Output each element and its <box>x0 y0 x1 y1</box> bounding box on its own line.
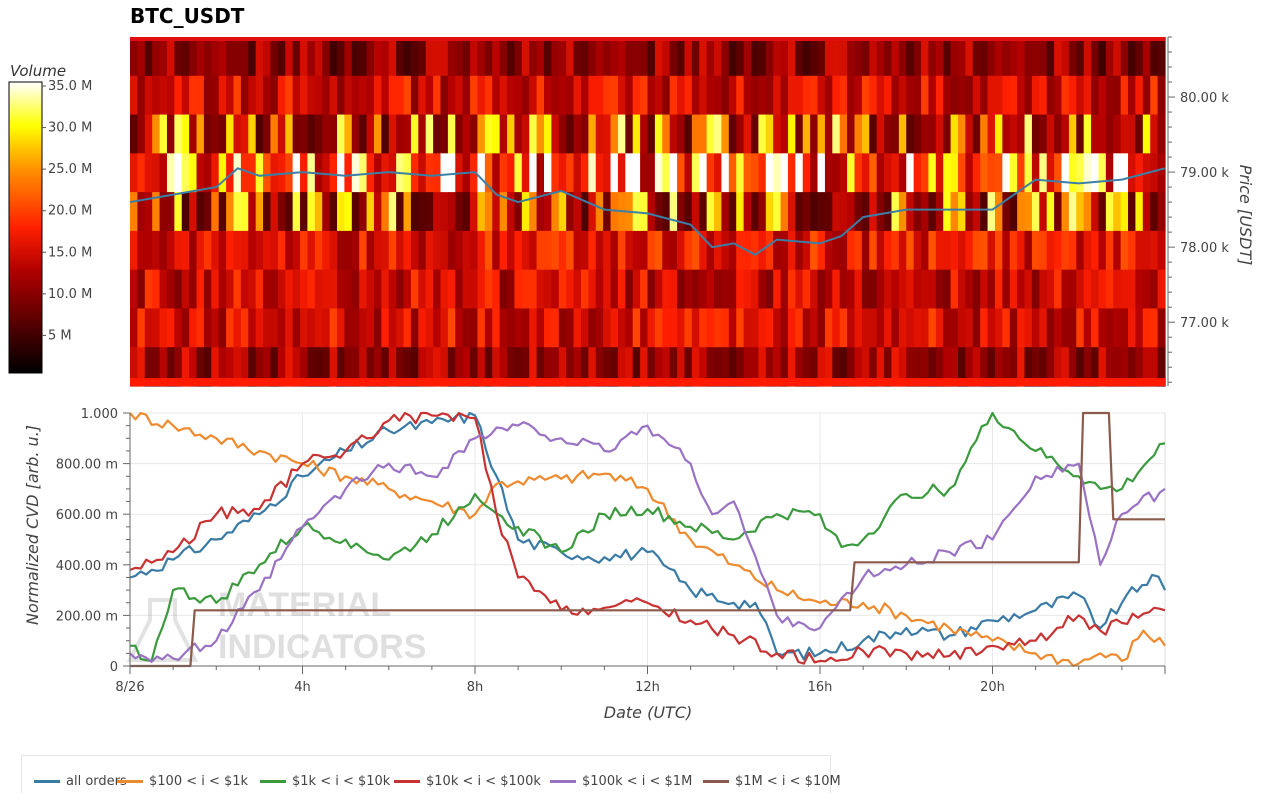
x-tick-label: 20h <box>980 680 1005 695</box>
x-axis-label: Date (UTC) <box>604 703 692 722</box>
x-tick-label: 4h <box>294 680 311 695</box>
legend-item[interactable]: $10k < i < $100k <box>394 774 541 789</box>
volume-heatmap <box>130 37 1166 387</box>
x-tick-label: 8/26 <box>115 680 144 695</box>
watermark-logo: MATERIAL INDICATORS <box>126 586 426 666</box>
y-tick-label: 1.000 <box>81 407 118 422</box>
legend-item[interactable]: $100 < i < $1k <box>117 774 248 789</box>
price-tick-label: 80.00 k <box>1180 91 1229 106</box>
chart-title: BTC_USDT <box>130 4 245 28</box>
legend-swatch <box>117 780 143 783</box>
colorbar-tick-label: 35.0 M <box>48 79 92 94</box>
y-tick-label: 600.00 m <box>56 508 118 523</box>
colorbar-tick-label: 10.0 M <box>48 287 92 302</box>
y-tick-label: 400.00 m <box>56 559 118 574</box>
svg-text:MATERIAL: MATERIAL <box>218 586 391 624</box>
colorbar-title: Volume <box>10 62 67 80</box>
price-tick-label: 78.00 k <box>1180 241 1229 256</box>
colorbar <box>8 81 43 374</box>
price-axis: 80.00 k 79.00 k 78.00 k 77.00 k <box>1167 36 1229 386</box>
x-tick-label: 16h <box>808 680 833 695</box>
colorbar-tick-label: 20.0 M <box>48 204 92 219</box>
svg-text:INDICATORS: INDICATORS <box>218 628 426 666</box>
legend-item[interactable]: $1M < i < $10M <box>703 774 841 789</box>
price-tick-label: 79.00 k <box>1180 166 1229 181</box>
cvd-series-line <box>129 411 1166 665</box>
y-tick-label: 800.00 m <box>56 458 118 473</box>
colorbar-tick-label: 30.0 M <box>48 121 92 136</box>
y-tick-label: 200.00 m <box>56 609 118 624</box>
legend-swatch <box>703 780 729 783</box>
y-tick-label: 0 <box>110 660 118 675</box>
price-tick-label: 77.00 k <box>1180 316 1229 331</box>
legend-item[interactable]: $1k < i < $10k <box>260 774 390 789</box>
legend-swatch <box>34 780 60 783</box>
legend-swatch <box>394 780 420 783</box>
cvd-series-line <box>130 411 1165 668</box>
cvd-axes: 1.000 800.00 m 600.00 m 400.00 m 200.00 m 0 8/… <box>56 407 1166 695</box>
legend-item[interactable]: all orders <box>34 774 127 789</box>
price-line <box>129 167 1166 256</box>
y-axis-label: Normalized CVD [arb. u.] <box>23 425 42 625</box>
legend-label: $100 < i < $1k <box>149 774 249 789</box>
cvd-series-line <box>129 411 1166 661</box>
legend-label: $1M < i < $10M <box>735 774 841 789</box>
x-tick-label: 8h <box>467 680 484 695</box>
legend: all orders $100 < i < $1k $1k < i < $10k $1… <box>21 755 841 793</box>
price-axis-label: Price [USDT] <box>1236 165 1255 266</box>
colorbar-tick-label: 5 M <box>48 328 72 343</box>
x-tick-label: 12h <box>635 680 660 695</box>
legend-swatch <box>260 780 286 783</box>
colorbar-tick-label: 15.0 M <box>48 245 92 260</box>
legend-swatch <box>550 780 576 783</box>
cvd-lines <box>129 411 1166 668</box>
legend-item[interactable]: $100k < i < $1M <box>550 774 692 789</box>
colorbar-tick-label: 25.0 M <box>48 162 92 177</box>
legend-label: $1k < i < $10k <box>292 774 391 789</box>
legend-label: $100k < i < $1M <box>582 774 693 789</box>
colorbar-ticks: 35.0 M 30.0 M 25.0 M 20.0 M 15.0 M 10.0 M 5 M <box>42 79 92 343</box>
legend-label: all orders <box>66 774 127 789</box>
legend-label: $10k < i < $100k <box>426 774 541 789</box>
cvd-series-line <box>129 421 1166 664</box>
